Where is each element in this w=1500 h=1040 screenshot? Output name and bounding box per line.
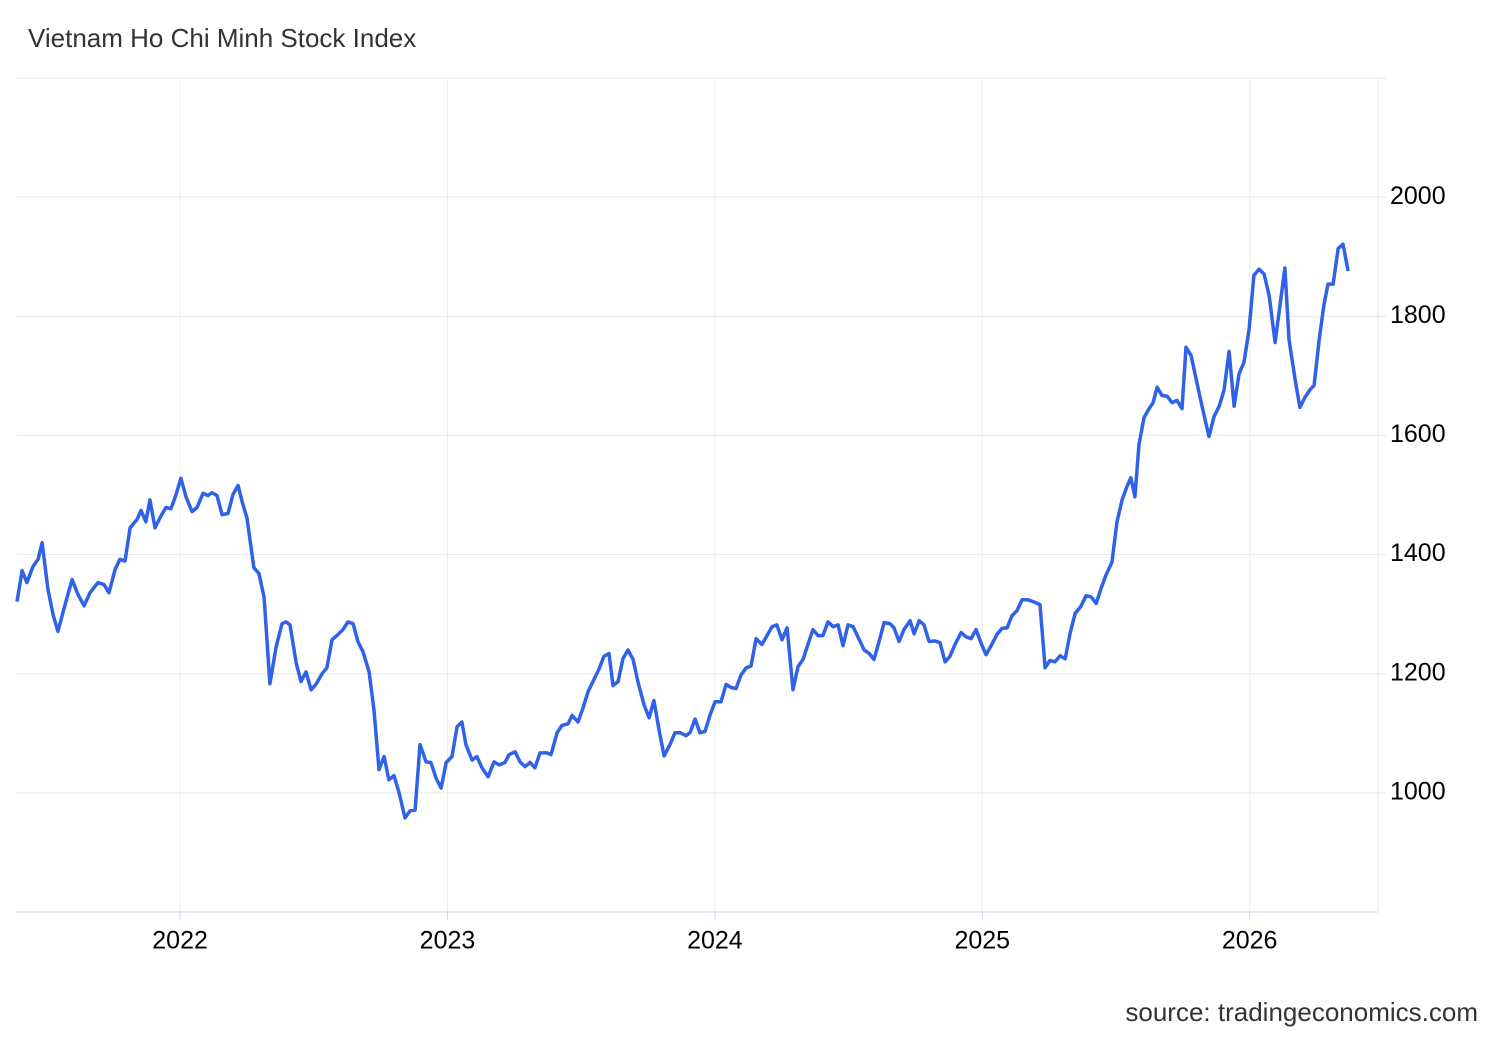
- y-tick-label: 1200: [1390, 658, 1446, 686]
- series-line: [15, 242, 1350, 820]
- y-tick-label: 1000: [1390, 777, 1446, 805]
- y-tick-label: 2000: [1390, 182, 1446, 210]
- y-tick-label: 1400: [1390, 539, 1446, 567]
- source-note: source: tradingeconomics.com: [1125, 997, 1478, 1027]
- x-tick-label: 2022: [152, 927, 208, 955]
- chart-title: Vietnam Ho Chi Minh Stock Index: [28, 23, 416, 53]
- x-tick-label: 2023: [420, 927, 476, 955]
- x-tick-label: 2024: [687, 927, 743, 955]
- x-tick-label: 2025: [954, 927, 1010, 955]
- x-tick-label: 2026: [1222, 927, 1278, 955]
- y-tick-label: 1600: [1390, 420, 1446, 448]
- y-tick-label: 1800: [1390, 301, 1446, 329]
